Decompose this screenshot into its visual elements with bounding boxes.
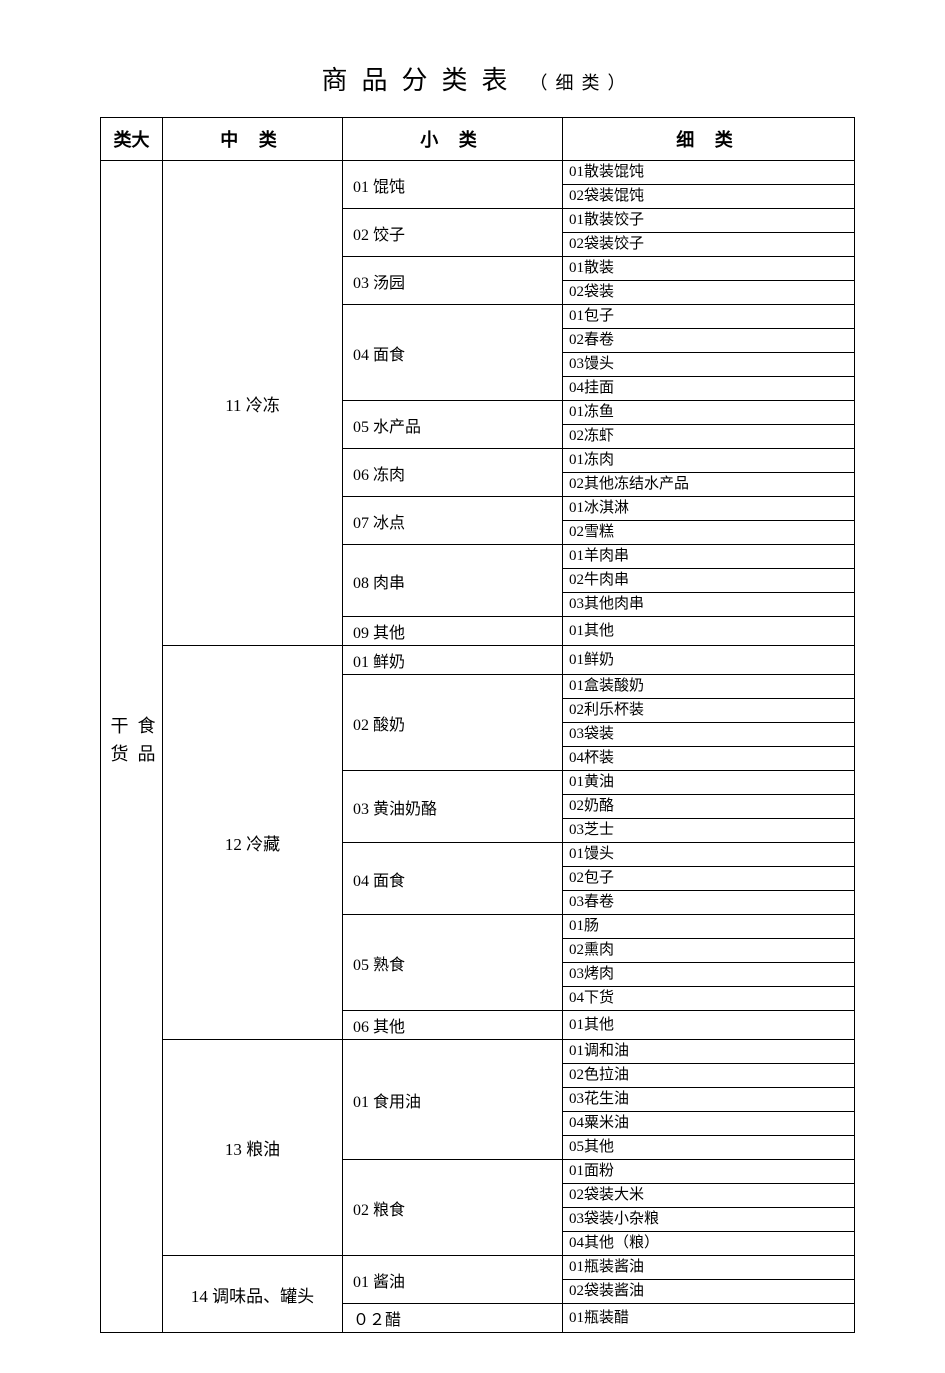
small-cell: 02 饺子 [343,209,563,257]
detail-cell: 02袋装酱油 [563,1280,855,1304]
header-major: 类大 [101,118,163,161]
detail-cell: 03其他肉串 [563,593,855,617]
header-medium: 中 类 [163,118,343,161]
small-cell: 02 酸奶 [343,675,563,771]
detail-cell: 02冻虾 [563,425,855,449]
header-detail: 细 类 [563,118,855,161]
detail-cell: 03烤肉 [563,963,855,987]
small-cell: 01 食用油 [343,1040,563,1160]
title-sub: （细类） [530,73,634,93]
detail-cell: 03芝士 [563,819,855,843]
detail-cell: 02其他冻结水产品 [563,473,855,497]
detail-cell: 02春卷 [563,329,855,353]
detail-cell: 04下货 [563,987,855,1011]
small-cell: 05 水产品 [343,401,563,449]
detail-cell: 01盒装酸奶 [563,675,855,699]
small-cell: 05 熟食 [343,915,563,1011]
header-row: 类大 中 类 小 类 细 类 [101,118,855,161]
detail-cell: 01散装饺子 [563,209,855,233]
small-cell: 04 面食 [343,843,563,915]
medium-cell: 11 冷冻 [163,161,343,646]
title: 商品分类表 （细类） [100,60,855,97]
small-cell: 02 粮食 [343,1160,563,1256]
detail-cell: 02雪糕 [563,521,855,545]
medium-cell: 13 粮油 [163,1040,343,1256]
detail-cell: 01其他 [563,1011,855,1040]
detail-cell: 02袋装饺子 [563,233,855,257]
detail-cell: 04杯装 [563,747,855,771]
small-cell: 01 酱油 [343,1256,563,1304]
detail-cell: 03袋装小杂粮 [563,1208,855,1232]
detail-cell: 01包子 [563,305,855,329]
small-cell: 08 肉串 [343,545,563,617]
detail-cell: 01冻肉 [563,449,855,473]
small-cell: 04 面食 [343,305,563,401]
detail-cell: 03馒头 [563,353,855,377]
detail-cell: 01黄油 [563,771,855,795]
detail-cell: 01冻鱼 [563,401,855,425]
detail-cell: 02熏肉 [563,939,855,963]
detail-cell: 02奶酪 [563,795,855,819]
detail-cell: 01肠 [563,915,855,939]
major-label-part: 食品 [132,716,159,772]
detail-cell: 01散装 [563,257,855,281]
detail-cell: 02色拉油 [563,1064,855,1088]
detail-cell: 04粟米油 [563,1112,855,1136]
detail-cell: 02包子 [563,867,855,891]
small-cell: 07 冰点 [343,497,563,545]
detail-cell: 03春卷 [563,891,855,915]
detail-cell: 01瓶装酱油 [563,1256,855,1280]
detail-cell: 01其他 [563,617,855,646]
detail-cell: 05其他 [563,1136,855,1160]
detail-cell: 01调和油 [563,1040,855,1064]
small-cell: ０２醋 [343,1304,563,1333]
detail-cell: 02袋装 [563,281,855,305]
page: 商品分类表 （细类） 类大 中 类 小 类 细 类 食品干货11 冷冻01 馄饨… [0,0,945,1373]
table-row: 食品干货11 冷冻01 馄饨01散装馄饨 [101,161,855,185]
table-row: 12 冷藏01 鲜奶01鲜奶 [101,646,855,675]
detail-cell: 01瓶装醋 [563,1304,855,1333]
detail-cell: 01面粉 [563,1160,855,1184]
detail-cell: 01散装馄饨 [563,161,855,185]
title-main: 商品分类表 [321,66,521,95]
major-label-part: 干货 [105,716,132,772]
detail-cell: 01羊肉串 [563,545,855,569]
small-cell: 09 其他 [343,617,563,646]
small-cell: 06 冻肉 [343,449,563,497]
header-small: 小 类 [343,118,563,161]
table-row: 13 粮油01 食用油01调和油 [101,1040,855,1064]
detail-cell: 01冰淇淋 [563,497,855,521]
detail-cell: 02袋装馄饨 [563,185,855,209]
small-cell: 03 汤园 [343,257,563,305]
classification-table: 类大 中 类 小 类 细 类 食品干货11 冷冻01 馄饨01散装馄饨02袋装馄… [100,117,855,1333]
detail-cell: 03袋装 [563,723,855,747]
detail-cell: 01馒头 [563,843,855,867]
small-cell: 06 其他 [343,1011,563,1040]
table-body: 食品干货11 冷冻01 馄饨01散装馄饨02袋装馄饨02 饺子01散装饺子02袋… [101,161,855,1333]
small-cell: 03 黄油奶酪 [343,771,563,843]
detail-cell: 02袋装大米 [563,1184,855,1208]
medium-cell: 14 调味品、罐头 [163,1256,343,1333]
detail-cell: 02利乐杯装 [563,699,855,723]
detail-cell: 04挂面 [563,377,855,401]
small-cell: 01 馄饨 [343,161,563,209]
major-cell: 食品干货 [101,161,163,1333]
detail-cell: 03花生油 [563,1088,855,1112]
medium-cell: 12 冷藏 [163,646,343,1040]
small-cell: 01 鲜奶 [343,646,563,675]
detail-cell: 01鲜奶 [563,646,855,675]
table-row: 14 调味品、罐头01 酱油01瓶装酱油 [101,1256,855,1280]
detail-cell: 04其他（粮） [563,1232,855,1256]
detail-cell: 02牛肉串 [563,569,855,593]
